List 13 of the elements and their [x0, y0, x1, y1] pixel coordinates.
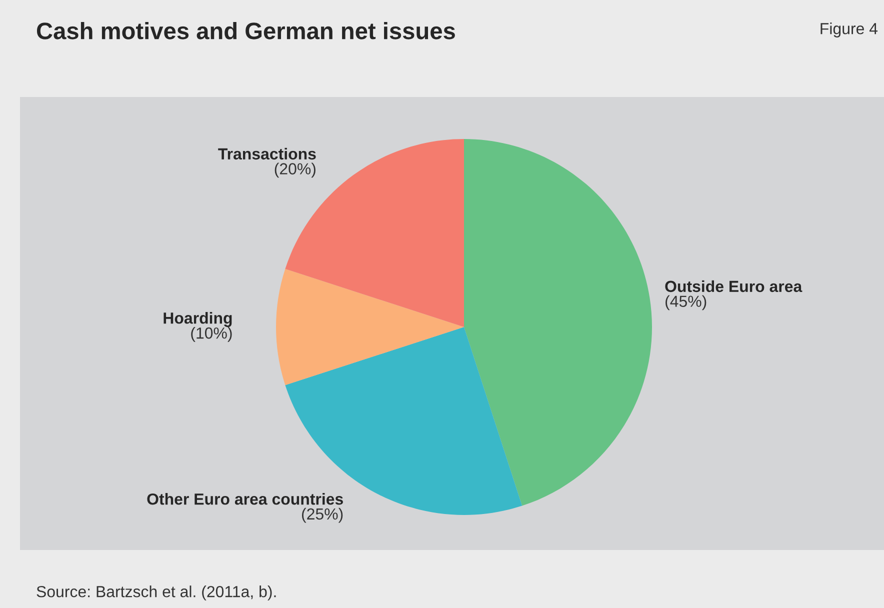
data-label: (10%) [191, 327, 232, 342]
pie-slice [276, 268, 464, 386]
chart-title: Cash motives and German net issues [36, 22, 455, 40]
caption: Figure 4 [820, 22, 878, 38]
source-note: Source: Bartzsch et al. (2011a, b). [36, 586, 276, 600]
pie-slice [464, 139, 652, 506]
slice-label: Hoarding [164, 312, 232, 327]
data-label: (20%) [274, 162, 316, 178]
slice-label: Other Euro area countries [147, 493, 343, 505]
data-label: (25%) [302, 508, 343, 523]
slice-label: Transactions [218, 148, 316, 160]
slice-label: Outside Euro area [665, 280, 802, 292]
data-label: (45%) [666, 295, 706, 310]
